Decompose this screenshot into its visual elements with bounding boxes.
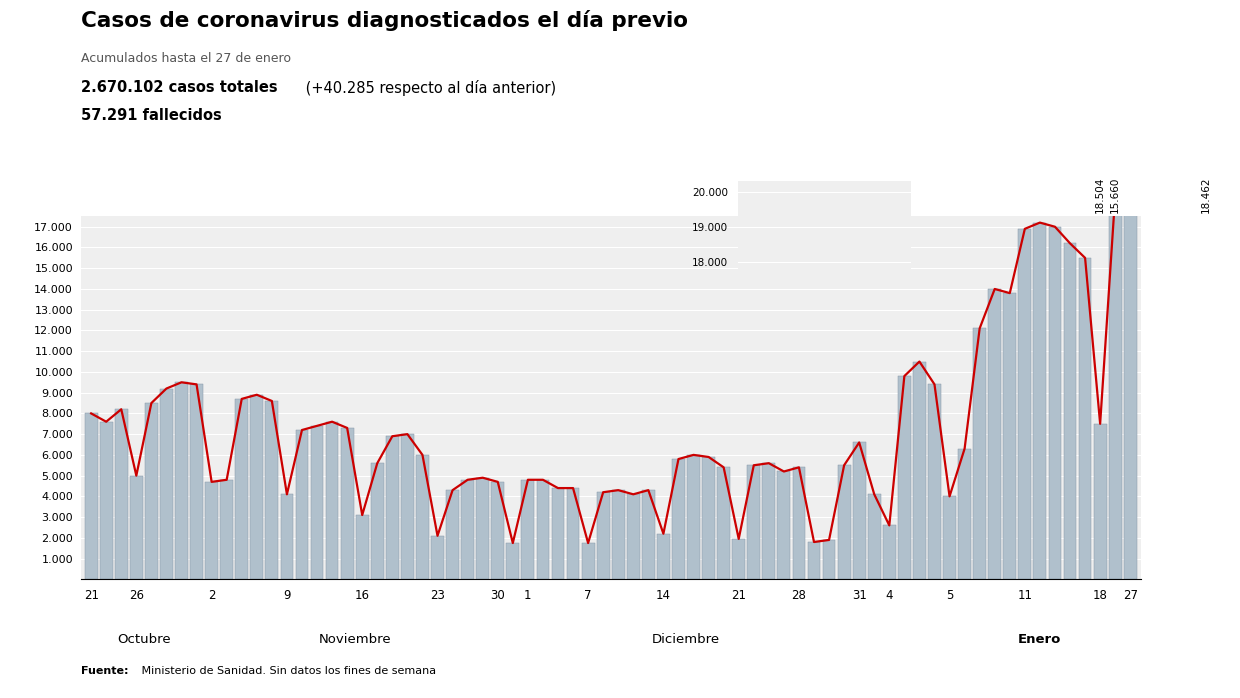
Bar (777, 471, 790, 579)
Bar (1033, 223, 1047, 579)
Bar (115, 409, 128, 579)
Text: 18.504: 18.504 (1095, 177, 1105, 213)
Bar (959, 449, 971, 579)
Bar (160, 389, 172, 579)
Bar (1094, 424, 1106, 579)
Text: Casos de coronavirus diagnosticados el día previo: Casos de coronavirus diagnosticados el d… (81, 10, 688, 31)
Bar (582, 543, 594, 579)
Bar (491, 482, 505, 579)
Bar (944, 496, 956, 579)
Bar (552, 488, 564, 579)
Bar (883, 526, 895, 579)
Bar (763, 463, 775, 579)
Bar (175, 383, 188, 579)
Bar (295, 430, 309, 579)
Bar (446, 490, 459, 579)
Text: Fuente:: Fuente: (81, 666, 128, 676)
Bar (792, 468, 805, 579)
Text: Diciembre: Diciembre (652, 633, 720, 646)
Text: 57.291 fallecidos: 57.291 fallecidos (81, 108, 222, 123)
Bar (145, 403, 157, 579)
Bar (1064, 244, 1076, 579)
Bar (702, 457, 715, 579)
Bar (522, 480, 534, 579)
Bar (401, 434, 414, 579)
Bar (687, 455, 699, 579)
Bar (733, 539, 745, 579)
Text: Octubre: Octubre (117, 633, 171, 646)
Bar (311, 426, 324, 579)
Bar (341, 428, 353, 579)
Bar (1123, 196, 1137, 579)
Bar (205, 482, 218, 579)
Bar (1079, 258, 1091, 579)
Bar (717, 468, 730, 579)
Bar (748, 466, 760, 579)
Bar (326, 422, 339, 579)
Bar (838, 466, 851, 579)
Text: Ministerio de Sanidad. Sin datos los fines de semana: Ministerio de Sanidad. Sin datos los fin… (138, 666, 435, 676)
Bar (432, 536, 444, 579)
Text: 15.660: 15.660 (1110, 177, 1120, 213)
Text: 2.670.102 casos totales: 2.670.102 casos totales (81, 80, 278, 95)
Bar (461, 480, 474, 579)
Bar (1018, 229, 1032, 579)
Bar (853, 443, 866, 579)
Bar (1049, 227, 1061, 579)
Bar (537, 480, 549, 579)
Bar (672, 459, 684, 579)
Text: Acumulados hasta el 27 de enero: Acumulados hasta el 27 de enero (81, 52, 290, 66)
Bar (807, 542, 821, 579)
Bar (657, 534, 670, 579)
Bar (822, 540, 836, 579)
Bar (1109, 195, 1122, 579)
Bar (506, 543, 520, 579)
Bar (611, 490, 625, 579)
Bar (973, 328, 986, 579)
Bar (280, 494, 294, 579)
Bar (898, 376, 910, 579)
Bar (99, 422, 113, 579)
Bar (642, 490, 655, 579)
Bar (567, 488, 579, 579)
Bar (190, 385, 203, 579)
Bar (1003, 293, 1017, 579)
Bar (913, 362, 926, 579)
Bar (250, 395, 263, 579)
Bar (868, 494, 880, 579)
Bar (627, 494, 640, 579)
Text: (+40.285 respecto al día anterior): (+40.285 respecto al día anterior) (301, 80, 557, 96)
Text: Enero: Enero (1018, 633, 1061, 646)
Bar (130, 475, 143, 579)
Text: Noviembre: Noviembre (319, 633, 391, 646)
Bar (417, 455, 429, 579)
Bar (928, 385, 941, 579)
Bar (476, 477, 489, 579)
Bar (356, 515, 368, 579)
Bar (84, 413, 98, 579)
Bar (265, 401, 278, 579)
Bar (371, 463, 383, 579)
Bar (988, 289, 1001, 579)
Text: 18.462: 18.462 (1200, 177, 1210, 213)
Bar (221, 480, 233, 579)
Bar (236, 399, 248, 579)
Bar (596, 492, 610, 579)
Bar (386, 436, 399, 579)
